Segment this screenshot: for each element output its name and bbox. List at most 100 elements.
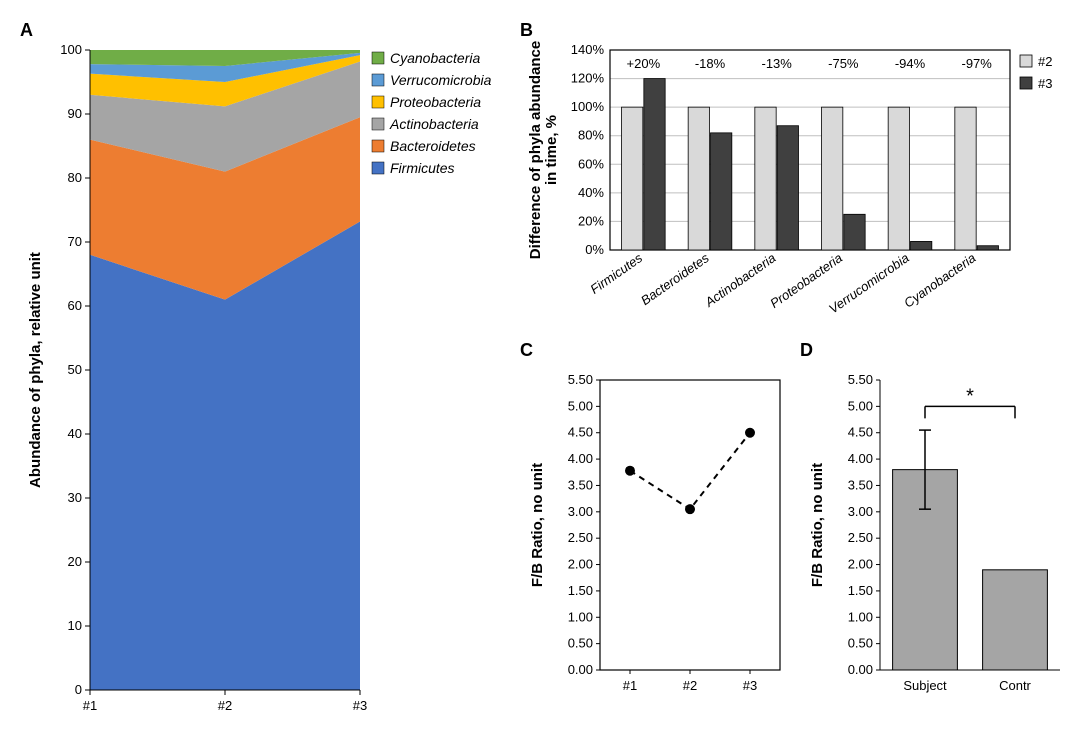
legend-label-#2: #2 — [1038, 54, 1052, 69]
ytick: 3.00 — [568, 504, 593, 519]
ytick: 0.00 — [568, 662, 593, 677]
xtick: #3 — [743, 678, 757, 693]
bar-#2-Firmicutes — [622, 107, 643, 250]
ytick: 80% — [578, 128, 604, 143]
ytick: 10 — [68, 618, 82, 633]
panel-d-ylabel: F/B Ratio, no unit — [809, 463, 826, 587]
delta-label: +20% — [627, 56, 661, 71]
delta-label: -13% — [761, 56, 792, 71]
legend-swatch-Actinobacteria — [372, 118, 384, 130]
ytick: 1.50 — [568, 583, 593, 598]
marker — [685, 504, 695, 514]
marker — [745, 428, 755, 438]
panel-b: B 0%20%40%60%80%100%120%140%+20%Firmicut… — [520, 20, 1080, 330]
ytick: 4.50 — [848, 425, 873, 440]
ytick: 2.50 — [848, 530, 873, 545]
xtick: #2 — [218, 698, 232, 713]
bar-#2-Verrucomicrobia — [888, 107, 909, 250]
xtick-Cyanobacteria: Cyanobacteria — [901, 250, 978, 310]
significance-star: * — [966, 385, 974, 407]
xtick: #1 — [83, 698, 97, 713]
ytick: 1.00 — [568, 609, 593, 624]
ytick: 0.00 — [848, 662, 873, 677]
ytick: 30 — [68, 490, 82, 505]
ytick: 100 — [60, 42, 82, 57]
ytick: 0.50 — [848, 636, 873, 651]
xtick: Contr — [999, 678, 1031, 693]
ytick: 2.00 — [848, 557, 873, 572]
ytick: 3.50 — [568, 477, 593, 492]
panel-d: D 0.000.501.001.502.002.503.003.504.004.… — [800, 340, 1080, 710]
bar-#3-Cyanobacteria — [977, 246, 998, 250]
legend-swatch-Verrucomicrobia — [372, 74, 384, 86]
ytick: 60% — [578, 156, 604, 171]
panel-a: A 0102030405060708090100#1#2#3Abundance … — [20, 20, 520, 720]
ytick: 60 — [68, 298, 82, 313]
legend-swatch-#2 — [1020, 55, 1032, 67]
bar-#3-Bacteroidetes — [711, 133, 732, 250]
legend-swatch-Firmicutes — [372, 162, 384, 174]
panel-c-ylabel: F/B Ratio, no unit — [529, 463, 546, 587]
panel-b-svg: 0%20%40%60%80%100%120%140%+20%Firmicutes… — [520, 20, 1080, 330]
legend-swatch-Proteobacteria — [372, 96, 384, 108]
legend-label-Verrucomicrobia: Verrucomicrobia — [390, 72, 492, 88]
legend-label-Cyanobacteria: Cyanobacteria — [390, 50, 480, 66]
ytick: 0 — [75, 682, 82, 697]
xtick: #3 — [353, 698, 367, 713]
xtick-Actinobacteria: Actinobacteria — [701, 250, 778, 310]
ytick: 1.00 — [848, 609, 873, 624]
ytick: 40% — [578, 185, 604, 200]
bar-#2-Proteobacteria — [822, 107, 843, 250]
legend-label-Actinobacteria: Actinobacteria — [389, 116, 479, 132]
panel-b-ylabel: Difference of phyla abundance — [527, 41, 544, 259]
ytick: 4.50 — [568, 425, 593, 440]
ytick: 0% — [585, 242, 604, 257]
xtick: #1 — [623, 678, 637, 693]
ytick: 2.00 — [568, 557, 593, 572]
ytick: 5.00 — [848, 398, 873, 413]
legend-swatch-Bacteroidetes — [372, 140, 384, 152]
bar-Contr — [983, 570, 1048, 670]
panel-a-svg: 0102030405060708090100#1#2#3Abundance of… — [20, 20, 520, 720]
panel-a-label: A — [20, 20, 33, 41]
delta-label: -94% — [895, 56, 926, 71]
panel-b-label: B — [520, 20, 533, 41]
ytick: 70 — [68, 234, 82, 249]
ytick: 3.00 — [848, 504, 873, 519]
legend-swatch-#3 — [1020, 77, 1032, 89]
panel-a-ylabel: Abundance of phyla, relative unit — [27, 252, 44, 488]
ytick: 4.00 — [848, 451, 873, 466]
bar-#2-Bacteroidetes — [688, 107, 709, 250]
ytick: 80 — [68, 170, 82, 185]
ytick: 120% — [571, 71, 605, 86]
panel-b-ylabel: in time, % — [543, 115, 560, 185]
bar-#3-Actinobacteria — [777, 126, 798, 250]
ytick: 40 — [68, 426, 82, 441]
legend-swatch-Cyanobacteria — [372, 52, 384, 64]
ytick: 100% — [571, 99, 605, 114]
xtick-Bacteroidetes: Bacteroidetes — [638, 250, 712, 308]
ytick: 140% — [571, 42, 605, 57]
panel-d-label: D — [800, 340, 813, 361]
xtick: #2 — [683, 678, 697, 693]
bar-#2-Actinobacteria — [755, 107, 776, 250]
bar-#3-Firmicutes — [644, 79, 665, 250]
delta-label: -75% — [828, 56, 859, 71]
legend-label-Proteobacteria: Proteobacteria — [390, 94, 481, 110]
ytick: 4.00 — [568, 451, 593, 466]
xtick: Subject — [903, 678, 947, 693]
bar-#3-Proteobacteria — [844, 214, 865, 250]
ytick: 5.50 — [848, 372, 873, 387]
panel-c-svg: 0.000.501.001.502.002.503.003.504.004.50… — [520, 340, 800, 710]
panel-d-svg: 0.000.501.001.502.002.503.003.504.004.50… — [800, 340, 1080, 710]
panel-c-label: C — [520, 340, 533, 361]
ytick: 20% — [578, 213, 604, 228]
delta-label: -18% — [695, 56, 726, 71]
delta-label: -97% — [961, 56, 992, 71]
marker — [625, 466, 635, 476]
ytick: 50 — [68, 362, 82, 377]
legend-label-Bacteroidetes: Bacteroidetes — [390, 138, 476, 154]
ytick: 5.50 — [568, 372, 593, 387]
ytick: 20 — [68, 554, 82, 569]
line-fb-ratio — [630, 433, 750, 509]
